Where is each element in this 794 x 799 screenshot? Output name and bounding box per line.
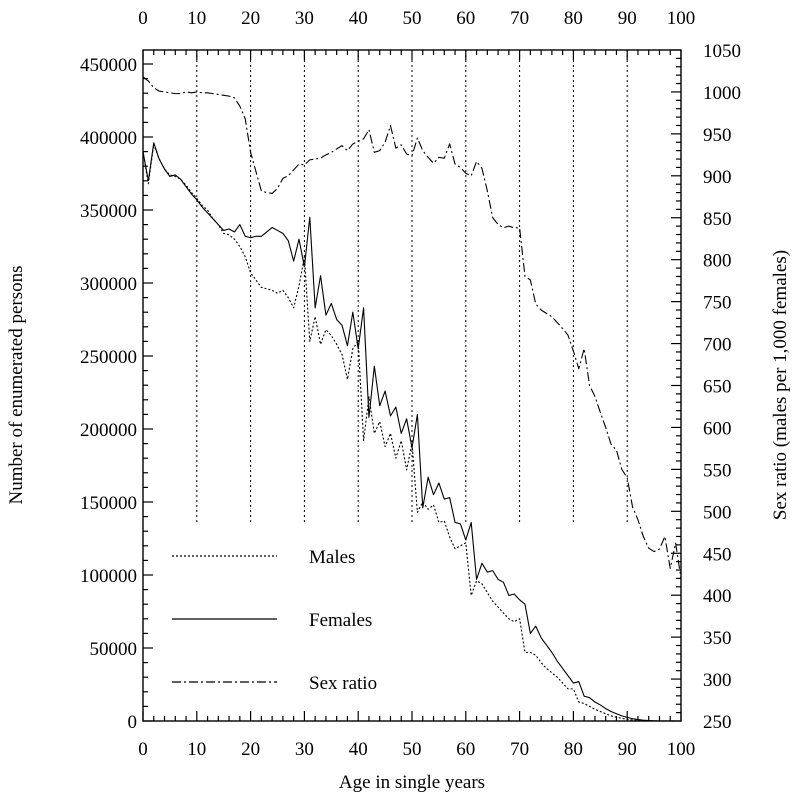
x-top-tick-label: 0 [138, 8, 148, 29]
y-tick-label: 400000 [80, 128, 137, 149]
x-tick-label: 100 [667, 739, 696, 760]
series-line-sex-ratio [142, 76, 682, 579]
legend: Males Females Sex ratio [172, 547, 377, 694]
x-tick-label: 30 [295, 739, 314, 760]
series-line-females [142, 142, 682, 722]
y2-tick-label: 1000 [703, 83, 741, 104]
x-axis-title: Age in single years [339, 772, 485, 793]
x-tick-label: 10 [187, 739, 206, 760]
y2-tick-label: 550 [703, 460, 732, 481]
legend-label-males: Males [309, 547, 355, 568]
x-top-tick-label: 80 [564, 8, 583, 29]
x-axis-top: 0 10 20 30 40 50 60 70 80 90 100 [138, 8, 695, 60]
y2-tick-label: 950 [703, 125, 732, 146]
y2-tick-label: 700 [703, 335, 732, 356]
y-tick-label: 450000 [80, 55, 137, 76]
y2-tick-label: 900 [703, 167, 732, 188]
x-tick-label: 90 [618, 739, 637, 760]
y-axis-title: Number of enumerated persons [6, 265, 27, 504]
y2-tick-label: 450 [703, 544, 732, 565]
y2-tick-label: 1050 [703, 41, 741, 62]
y2-tick-label: 850 [703, 209, 732, 230]
x-top-tick-label: 60 [456, 8, 475, 29]
y-tick-label: 150000 [80, 493, 137, 514]
y-tick-label: 100000 [80, 566, 137, 587]
y-tick-label: 50000 [90, 639, 138, 660]
reference-lines [196, 50, 628, 524]
y-axis-right: 250 300 350 400 450 500 550 600 650 700 750 800 850 9… [671, 41, 741, 733]
y-tick-label: 200000 [80, 420, 137, 441]
x-tick-label: 80 [564, 739, 583, 760]
x-tick-label: 20 [241, 739, 260, 760]
x-top-tick-label: 50 [403, 8, 422, 29]
x-tick-label: 60 [456, 739, 475, 760]
y2-tick-label: 300 [703, 670, 732, 691]
x-top-tick-label: 40 [349, 8, 368, 29]
x-top-tick-label: 20 [241, 8, 260, 29]
y2-tick-label: 350 [703, 628, 732, 649]
y2-tick-label: 800 [703, 251, 732, 272]
x-tick-label: 50 [403, 739, 422, 760]
x-tick-label: 0 [138, 739, 148, 760]
x-tick-label: 70 [510, 739, 529, 760]
legend-label-females: Females [309, 610, 372, 631]
legend-label-sex-ratio: Sex ratio [309, 673, 377, 694]
x-axis-bottom: 0 10 20 30 40 50 60 70 80 90 100 [138, 711, 695, 760]
y2-tick-label: 250 [703, 712, 732, 733]
y-tick-label: 350000 [80, 201, 137, 222]
y-tick-label: 0 [128, 712, 138, 733]
y2-tick-label: 500 [703, 502, 732, 523]
x-top-tick-label: 10 [187, 8, 206, 29]
y2-tick-label: 600 [703, 418, 732, 439]
x-tick-label: 40 [349, 739, 368, 760]
y2-tick-label: 750 [703, 293, 732, 314]
series-layer [142, 76, 682, 722]
y2-tick-label: 650 [703, 377, 732, 398]
y2-axis-title: Sex ratio (males per 1,000 females) [770, 250, 791, 520]
y-tick-label: 250000 [80, 347, 137, 368]
y2-tick-label: 400 [703, 586, 732, 607]
y-axis-left: 0 50000 100000 150000 200000 250000 300000 3500… [80, 55, 153, 733]
x-top-tick-label: 30 [295, 8, 314, 29]
x-top-tick-label: 100 [667, 8, 696, 29]
x-top-tick-label: 90 [618, 8, 637, 29]
y-tick-label: 300000 [80, 274, 137, 295]
x-top-tick-label: 70 [510, 8, 529, 29]
